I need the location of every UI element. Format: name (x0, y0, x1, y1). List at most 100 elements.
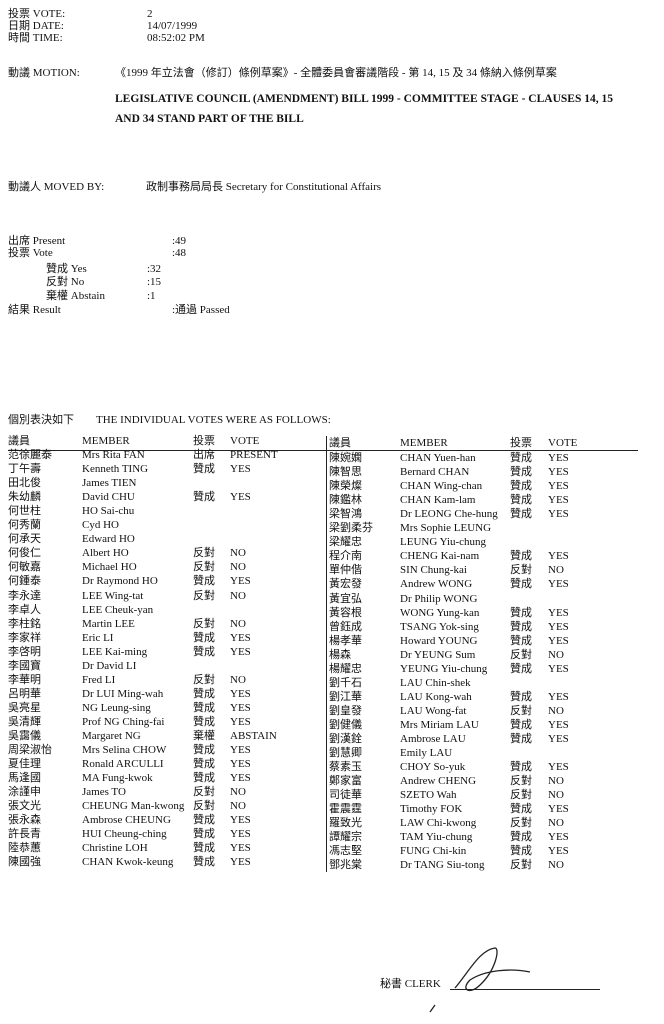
member-zh: 曾鈺成 (329, 620, 362, 633)
header-rule (8, 450, 638, 451)
member-en: Dr LEONG Che-hung (400, 508, 498, 521)
vote-zh: 贊成 (510, 662, 532, 675)
member-en: Martin LEE (82, 617, 135, 630)
member-en: Howard YOUNG (400, 634, 478, 647)
vote-en: YES (548, 831, 569, 844)
header-vote: VOTE (230, 435, 260, 447)
vote-zh: 贊成 (510, 508, 532, 521)
member-zh: 朱幼麟 (8, 491, 41, 504)
summary-label: 贊成 Yes (46, 263, 87, 275)
member-zh: 馮志堅 (329, 845, 362, 858)
vote-en: NO (548, 789, 564, 802)
vote-en: NO (548, 859, 564, 872)
summary-value: :32 (147, 263, 162, 275)
vote-en: YES (230, 645, 251, 658)
member-zh: 何承天 (8, 533, 41, 546)
member-en: LAW Chi-kwong (400, 817, 477, 830)
member-zh: 劉慧卿 (329, 747, 362, 760)
vote-en: NO (548, 648, 564, 661)
member-zh: 陳榮燦 (329, 480, 362, 493)
vote-zh: 反對 (510, 564, 532, 577)
member-en: James TO (82, 786, 126, 799)
vote-zh: 贊成 (510, 620, 532, 633)
member-en: Fred LI (82, 673, 116, 686)
vote-en: YES (230, 491, 251, 504)
member-en: Dr LUI Ming-wah (82, 687, 164, 700)
member-en: Dr TANG Siu-tong (400, 859, 485, 872)
vote-zh: 贊成 (193, 687, 215, 700)
member-zh: 何秀蘭 (8, 519, 41, 532)
header-member: MEMBER (82, 435, 130, 447)
vote-zh: 反對 (193, 617, 215, 630)
summary-value: :49 (172, 235, 187, 247)
member-zh: 楊耀忠 (329, 662, 362, 675)
vote-label: 投票 VOTE: (8, 8, 66, 20)
member-en: SIN Chung-kai (400, 564, 467, 577)
header-member-zh: 議員 (329, 437, 351, 449)
vote-zh: 贊成 (193, 842, 215, 855)
member-zh: 田北俊 (8, 477, 41, 490)
member-zh: 羅致光 (329, 817, 362, 830)
vote-en: YES (230, 842, 251, 855)
vote-en: YES (230, 814, 251, 827)
header-member-zh: 議員 (8, 435, 30, 447)
vote-en: NO (230, 673, 246, 686)
member-en: CHAN Kam-lam (400, 494, 476, 507)
vote-zh: 贊成 (510, 803, 532, 816)
member-zh: 梁劉柔芬 (329, 522, 373, 535)
member-zh: 李華明 (8, 673, 41, 686)
vote-zh: 反對 (193, 589, 215, 602)
member-en: Albert HO (82, 547, 129, 560)
motion-en: LEGISLATIVE COUNCIL (AMENDMENT) BILL 199… (115, 93, 613, 105)
member-en: Dr Philip WONG (400, 592, 478, 605)
vote-zh: 贊成 (193, 715, 215, 728)
member-en: LEE Cheuk-yan (82, 603, 154, 616)
vote-en: YES (548, 606, 569, 619)
motion-en: AND 34 STAND PART OF THE BILL (115, 113, 304, 125)
member-zh: 陳婉嫻 (329, 452, 362, 464)
vote-zh: 反對 (510, 859, 532, 872)
vote-zh: 反對 (510, 648, 532, 661)
moved-by: 政制事務局局長 Secretary for Constitutional Aff… (146, 181, 382, 193)
member-en: HO Sai-chu (82, 505, 135, 518)
member-en: Timothy FOK (400, 803, 463, 816)
member-en: LEE Kai-ming (82, 645, 148, 658)
member-zh: 鄧兆棠 (329, 859, 362, 872)
vote-zh: 贊成 (510, 831, 532, 844)
member-zh: 何世柱 (8, 505, 41, 518)
member-zh: 陳鑑林 (329, 494, 362, 507)
member-en: LEUNG Yiu-chung (400, 536, 487, 549)
member-zh: 司徒華 (329, 789, 362, 802)
member-zh: 梁耀忠 (329, 536, 362, 549)
vote-en: YES (548, 733, 569, 745)
member-en: Dr David LI (82, 659, 137, 672)
motion-zh: 《1999 年立法會（修訂）條例草案》- 全體委員會審議階段 - 第 14, 1… (115, 67, 557, 79)
member-en: CHOY So-yuk (400, 761, 466, 774)
member-en: Emily LAU (400, 747, 453, 760)
member-en: Edward HO (82, 533, 135, 546)
vote-zh: 反對 (510, 817, 532, 830)
member-en: Dr YEUNG Sum (400, 648, 476, 661)
vote-en: YES (230, 744, 251, 757)
signature-line (450, 989, 600, 990)
vote-zh: 反對 (510, 704, 532, 717)
member-en: Ambrose CHEUNG (82, 814, 171, 827)
member-en: FUNG Chi-kin (400, 845, 467, 858)
vote-en: NO (548, 775, 564, 788)
vote-en: YES (548, 508, 569, 521)
summary-value: :1 (147, 290, 156, 302)
member-en: LAU Kong-wah (400, 690, 472, 703)
member-en: CHENG Kai-nam (400, 550, 480, 563)
member-zh: 涂謹申 (8, 786, 41, 799)
intro-en: THE INDIVIDUAL VOTES WERE AS FOLLOWS: (96, 414, 331, 426)
vote-zh: 贊成 (193, 856, 215, 869)
member-en: Mrs Selina CHOW (82, 744, 167, 757)
vote-zh: 贊成 (510, 452, 532, 464)
member-zh: 劉皇發 (329, 704, 362, 717)
vote-en: NO (548, 817, 564, 830)
vote-en: YES (230, 463, 251, 476)
member-zh: 楊孝華 (329, 634, 362, 647)
member-zh: 劉千石 (329, 676, 362, 689)
member-en: MA Fung-kwok (82, 772, 153, 785)
